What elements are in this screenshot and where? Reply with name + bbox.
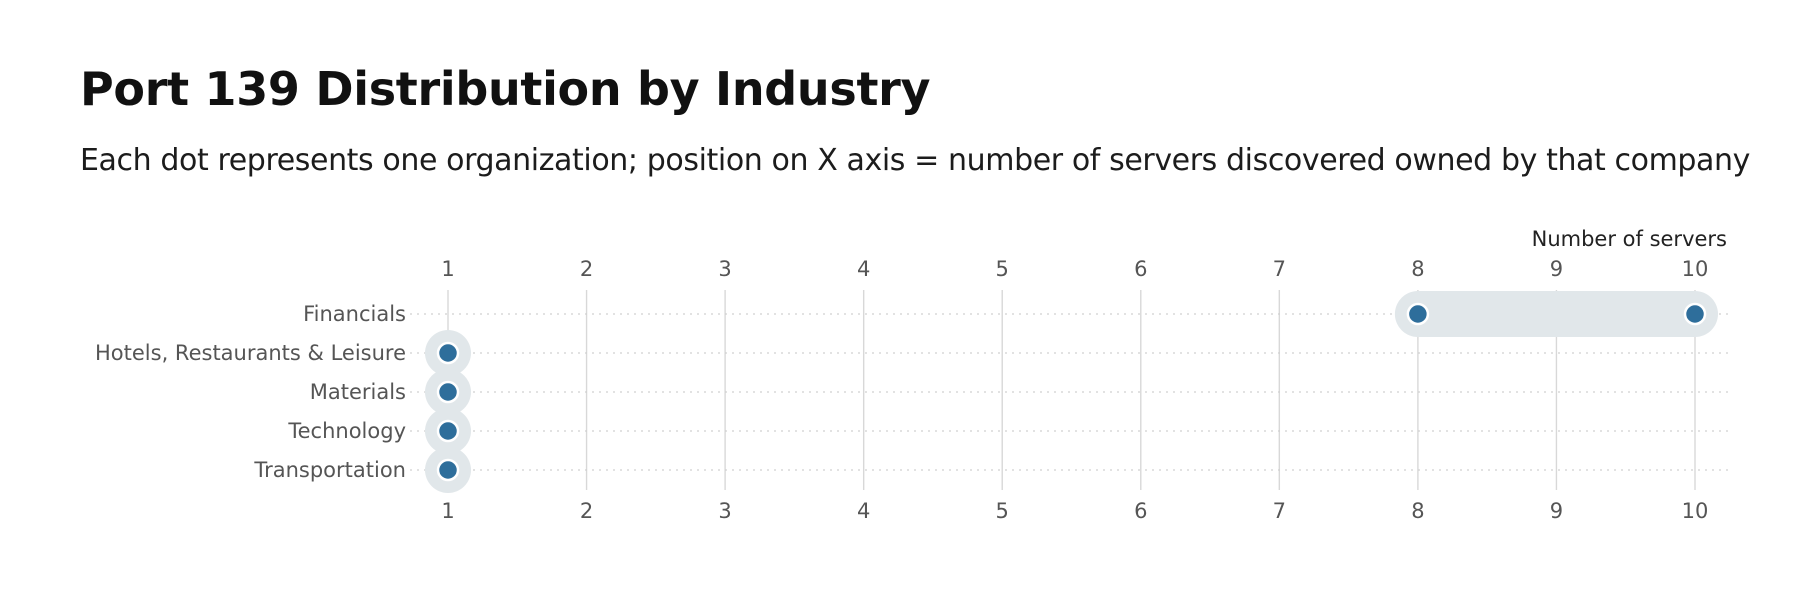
range-band <box>1394 291 1718 337</box>
data-point[interactable] <box>436 380 460 404</box>
x-tick-label-bottom: 4 <box>857 499 870 523</box>
data-point[interactable] <box>436 419 460 443</box>
category-label: Financials <box>303 302 406 326</box>
x-tick-label-bottom: 8 <box>1411 499 1424 523</box>
x-tick-label-bottom: 6 <box>1134 499 1147 523</box>
x-tick-label-top: 7 <box>1273 257 1286 281</box>
chart-subtitle: Each dot represents one organization; po… <box>80 143 1751 178</box>
data-point[interactable] <box>1406 302 1430 326</box>
x-tick-label-bottom: 3 <box>718 499 731 523</box>
x-tick-label-top: 10 <box>1682 257 1709 281</box>
x-axis-title: Number of servers <box>1532 227 1727 251</box>
x-tick-label-top: 8 <box>1411 257 1424 281</box>
x-tick-label-top: 9 <box>1550 257 1563 281</box>
chart-title: Port 139 Distribution by Industry <box>80 62 931 116</box>
category-label: Transportation <box>253 458 406 482</box>
category-label: Hotels, Restaurants & Leisure <box>95 341 406 365</box>
x-tick-label-top: 2 <box>580 257 593 281</box>
x-tick-label-bottom: 10 <box>1682 499 1709 523</box>
x-tick-label-top: 6 <box>1134 257 1147 281</box>
data-point[interactable] <box>436 458 460 482</box>
x-tick-label-top: 5 <box>996 257 1009 281</box>
x-tick-label-top: 1 <box>441 257 454 281</box>
x-tick-label-top: 3 <box>718 257 731 281</box>
data-point[interactable] <box>1683 302 1707 326</box>
x-tick-label-bottom: 9 <box>1550 499 1563 523</box>
category-label: Materials <box>310 380 406 404</box>
x-tick-label-bottom: 1 <box>441 499 454 523</box>
x-tick-label-bottom: 7 <box>1273 499 1286 523</box>
x-tick-label-bottom: 5 <box>996 499 1009 523</box>
data-point[interactable] <box>436 341 460 365</box>
x-tick-label-bottom: 2 <box>580 499 593 523</box>
category-label: Technology <box>287 419 406 443</box>
x-tick-label-top: 4 <box>857 257 870 281</box>
